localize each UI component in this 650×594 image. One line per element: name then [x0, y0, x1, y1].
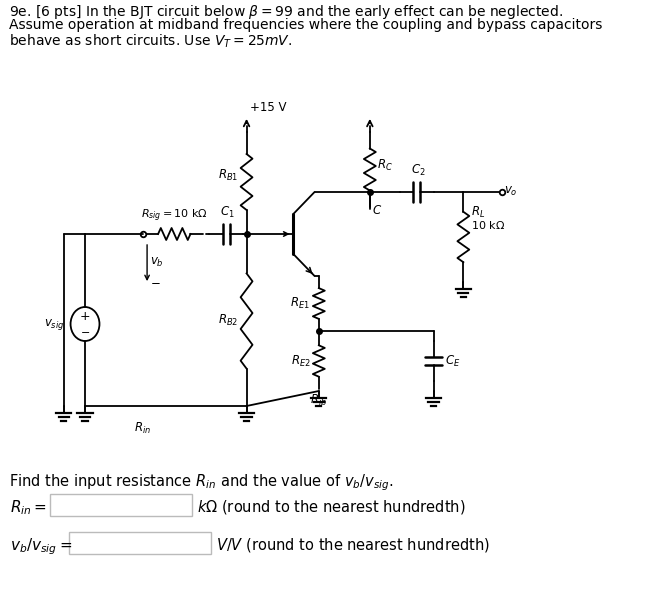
Text: $R_{B2}$: $R_{B2}$	[218, 312, 238, 327]
Text: 9e. [6 pts] In the BJT circuit below $\beta = 99$ and the early effect can be ne: 9e. [6 pts] In the BJT circuit below $\b…	[8, 3, 562, 21]
Text: $R_{sig} = 10$ k$\Omega$: $R_{sig} = 10$ k$\Omega$	[141, 207, 208, 224]
Text: Find the input resistance $R_{in}$ and the value of $v_b/v_{sig}$.: Find the input resistance $R_{in}$ and t…	[8, 472, 393, 492]
Text: $C_E$: $C_E$	[445, 353, 460, 368]
Text: $v_b$: $v_b$	[151, 255, 164, 268]
Text: $R_L$: $R_L$	[471, 204, 486, 220]
Text: $R_C$: $R_C$	[378, 158, 393, 173]
Text: $-$: $-$	[80, 326, 90, 336]
Text: $C_1$: $C_1$	[220, 205, 235, 220]
Text: Assume operation at midband frequencies where the coupling and bypass capacitors: Assume operation at midband frequencies …	[8, 18, 602, 32]
Text: $C$: $C$	[372, 204, 383, 217]
Text: $v_{sig}$: $v_{sig}$	[44, 317, 64, 331]
Text: $R_{B1}$: $R_{B1}$	[218, 168, 238, 182]
Text: $v_o$: $v_o$	[504, 185, 518, 198]
Text: $-$: $-$	[151, 276, 161, 289]
Text: +15 V: +15 V	[250, 101, 287, 114]
Text: +: +	[80, 311, 90, 324]
Text: $R_{in} =$: $R_{in} =$	[10, 498, 47, 517]
Text: $C_2$: $C_2$	[411, 163, 426, 178]
Text: $R_{E1}$: $R_{E1}$	[291, 296, 310, 311]
Text: $R_{ib}$: $R_{ib}$	[310, 393, 328, 408]
Text: behave as short circuits. Use $V_T = 25mV$.: behave as short circuits. Use $V_T = 25m…	[8, 33, 291, 50]
Text: $R_{in}$: $R_{in}$	[135, 421, 151, 436]
Text: $V/V$ (round to the nearest hundredth): $V/V$ (round to the nearest hundredth)	[216, 536, 489, 554]
Text: 10 k$\Omega$: 10 k$\Omega$	[471, 219, 505, 231]
Text: $k\Omega$ (round to the nearest hundredth): $k\Omega$ (round to the nearest hundredt…	[197, 498, 465, 516]
Text: $R_{E2}$: $R_{E2}$	[291, 353, 310, 368]
Text: $v_b/v_{sig} =$: $v_b/v_{sig} =$	[10, 536, 72, 557]
